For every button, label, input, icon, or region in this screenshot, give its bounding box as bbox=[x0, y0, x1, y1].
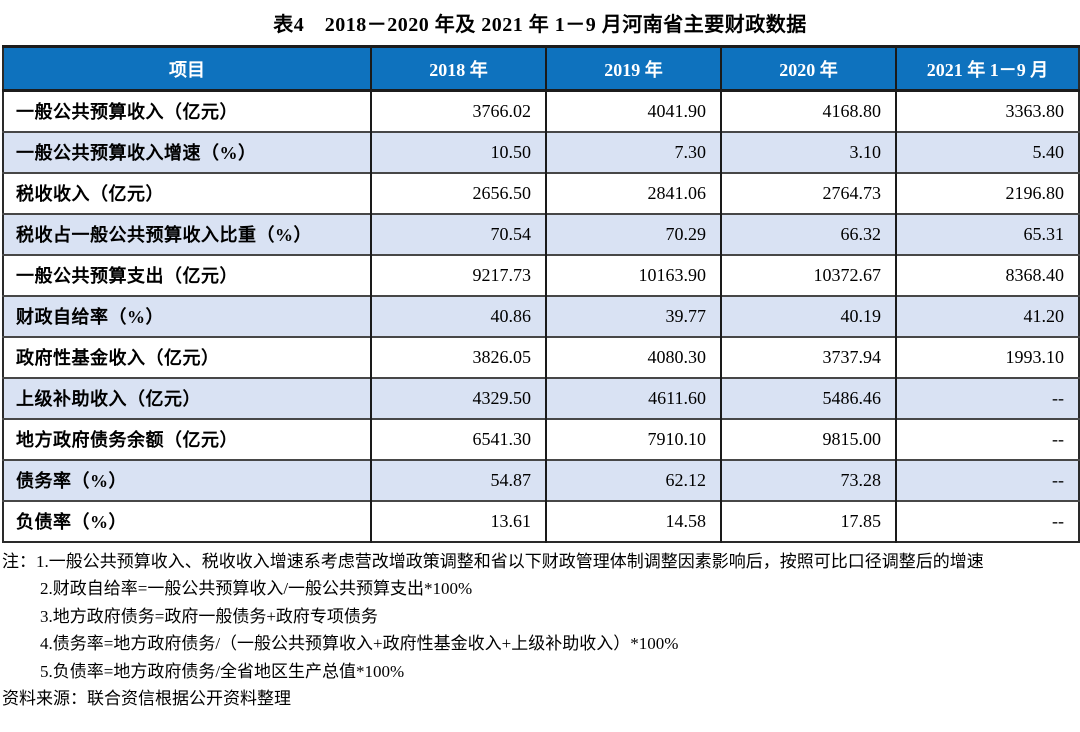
row-value: 10.50 bbox=[370, 130, 546, 173]
footnote-1: 注：1.一般公共预算收入、税收收入增速系考虑营改增政策调整和省以下财政管理体制调… bbox=[2, 551, 984, 571]
table-row: 地方政府债务余额（亿元） 6541.30 7910.10 9815.00 -- bbox=[3, 417, 1079, 460]
footnote-2: 2.财政自给率=一般公共预算收入/一般公共预算支出*100% bbox=[40, 579, 473, 599]
table-body: 一般公共预算收入（亿元） 3766.02 4041.90 4168.80 3363.80… bbox=[3, 90, 1079, 542]
row-value: -- bbox=[895, 417, 1079, 460]
row-value: 13.61 bbox=[370, 499, 546, 542]
table-row: 财政自给率（%） 40.86 39.77 40.19 41.20 bbox=[3, 294, 1079, 337]
fiscal-data-table: 项目 2018 年 2019 年 2020 年 2021 年 1－9 月 一般公… bbox=[2, 45, 1080, 543]
footnote-5: 5.负债率=地方政府债务/全省地区生产总值*100% bbox=[40, 661, 405, 681]
row-value: 62.12 bbox=[545, 458, 721, 501]
table-row: 税收收入（亿元） 2656.50 2841.06 2764.73 2196.80 bbox=[3, 171, 1079, 214]
row-label: 一般公共预算收入（亿元） bbox=[16, 102, 238, 123]
row-value: 4080.30 bbox=[545, 335, 721, 378]
row-label: 上级补助收入（亿元） bbox=[3, 376, 371, 419]
header-cell-item: 项目 bbox=[3, 46, 371, 92]
row-value: 5486.46 bbox=[720, 376, 896, 419]
row-value: 4329.50 bbox=[370, 376, 546, 419]
row-label: 税收收入（亿元） bbox=[3, 171, 371, 214]
row-label: 债务率（%） bbox=[3, 458, 371, 501]
row-value: 3766.02 bbox=[370, 90, 546, 132]
table-title: 表4 2018－2020 年及 2021 年 1－9 月河南省主要财政数据 bbox=[273, 14, 807, 36]
row-value: 3363.80 bbox=[895, 90, 1079, 132]
row-value: 2656.50 bbox=[370, 171, 546, 214]
row-value: 10372.67 bbox=[720, 253, 896, 296]
footnote-3: 3.地方政府债务=政府一般债务+政府专项债务 bbox=[40, 606, 378, 626]
row-value: 9815.00 bbox=[720, 417, 896, 460]
row-value: 54.87 bbox=[370, 458, 546, 501]
header-cell-2020: 2020 年 bbox=[720, 46, 896, 92]
row-value: 2196.80 bbox=[895, 171, 1079, 214]
row-value: 14.58 bbox=[545, 499, 721, 542]
row-value: 39.77 bbox=[545, 294, 721, 337]
table-row: 税收占一般公共预算收入比重（%） 70.54 70.29 66.32 65.31 bbox=[3, 212, 1079, 255]
table-row: 政府性基金收入（亿元） 3826.05 4080.30 3737.94 1993.10 bbox=[3, 335, 1079, 378]
row-value: 2841.06 bbox=[545, 171, 721, 214]
row-value: 3737.94 bbox=[720, 335, 896, 378]
row-value: 2764.73 bbox=[720, 171, 896, 214]
row-value: 5.40 bbox=[895, 130, 1079, 173]
row-value: 7910.10 bbox=[545, 417, 721, 460]
row-value: 41.20 bbox=[895, 294, 1079, 337]
row-value: 17.85 bbox=[720, 499, 896, 542]
row-value: 70.54 bbox=[370, 212, 546, 255]
table-row: 一般公共预算收入（亿元） 3766.02 4041.90 4168.80 3363.80 bbox=[3, 90, 1079, 132]
row-value: 65.31 bbox=[895, 212, 1079, 255]
row-label: 一般公共预算支出（亿元） bbox=[3, 253, 371, 296]
row-value: 40.86 bbox=[370, 294, 546, 337]
table-row: 债务率（%） 54.87 62.12 73.28 -- bbox=[3, 458, 1079, 501]
row-value: 8368.40 bbox=[895, 253, 1079, 296]
footnote-4: 4.债务率=地方政府债务/（一般公共预算收入+政府性基金收入+上级补助收入）*1… bbox=[40, 634, 679, 654]
row-label: 地方政府债务余额（亿元） bbox=[3, 417, 371, 460]
footnotes: 注：1.一般公共预算收入、税收收入增速系考虑营改增政策调整和省以下财政管理体制调… bbox=[2, 548, 1078, 686]
row-value: -- bbox=[895, 458, 1079, 501]
row-value: 10163.90 bbox=[545, 253, 721, 296]
header-cell-2019: 2019 年 bbox=[545, 46, 721, 92]
header-cell-2018: 2018 年 bbox=[370, 46, 546, 92]
row-value: 4041.90 bbox=[545, 90, 721, 132]
row-value: 66.32 bbox=[720, 212, 896, 255]
row-value: 4168.80 bbox=[720, 90, 896, 132]
row-value: 6541.30 bbox=[370, 417, 546, 460]
header-row: 项目 2018 年 2019 年 2020 年 2021 年 1－9 月 bbox=[3, 46, 1079, 92]
row-label: 负债率（%） bbox=[3, 499, 371, 542]
row-value: 73.28 bbox=[720, 458, 896, 501]
row-label: 税收占一般公共预算收入比重（%） bbox=[3, 212, 371, 255]
row-value: -- bbox=[895, 376, 1079, 419]
table-row: 上级补助收入（亿元） 4329.50 4611.60 5486.46 -- bbox=[3, 376, 1079, 419]
data-source: 资料来源：联合资信根据公开资料整理 bbox=[2, 689, 291, 709]
row-value: 40.19 bbox=[720, 294, 896, 337]
row-value: 3.10 bbox=[720, 130, 896, 173]
row-label: 政府性基金收入（亿元） bbox=[3, 335, 371, 378]
row-value: 70.29 bbox=[545, 212, 721, 255]
row-value: 1993.10 bbox=[895, 335, 1079, 378]
table-row: 一般公共预算收入增速（%） 10.50 7.30 3.10 5.40 bbox=[3, 130, 1079, 173]
row-value: 3826.05 bbox=[370, 335, 546, 378]
table-row: 负债率（%） 13.61 14.58 17.85 -- bbox=[3, 499, 1079, 542]
table-header: 项目 2018 年 2019 年 2020 年 2021 年 1－9 月 bbox=[3, 46, 1079, 92]
row-value: 4611.60 bbox=[545, 376, 721, 419]
row-value: 7.30 bbox=[545, 130, 721, 173]
row-label: 财政自给率（%） bbox=[3, 294, 371, 337]
row-label: 一般公共预算收入增速（%） bbox=[3, 130, 371, 173]
header-cell-2021m9: 2021 年 1－9 月 bbox=[895, 46, 1079, 92]
table-row: 一般公共预算支出（亿元） 9217.73 10163.90 10372.67 8368.… bbox=[3, 253, 1079, 296]
row-value: 9217.73 bbox=[370, 253, 546, 296]
row-value: -- bbox=[895, 499, 1079, 542]
